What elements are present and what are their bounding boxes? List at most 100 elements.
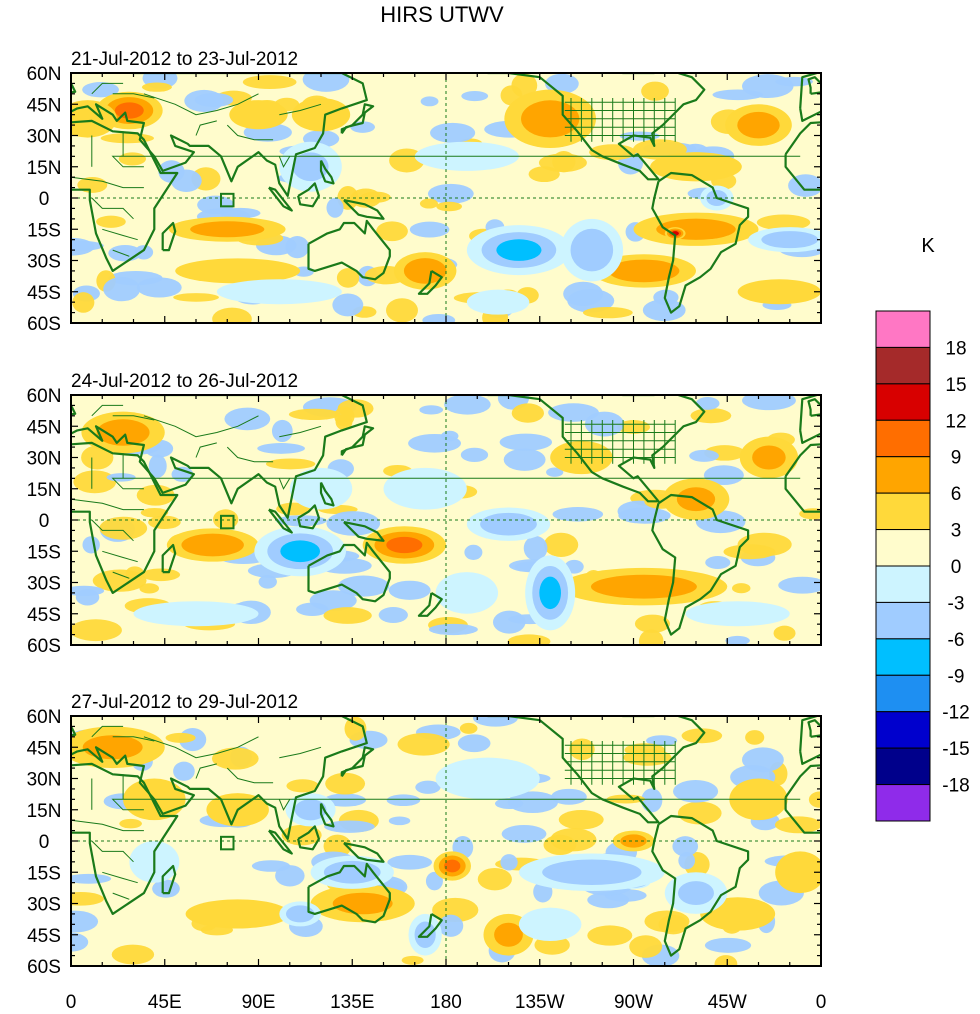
anomaly-blob (560, 218, 624, 282)
colorbar-swatch (875, 492, 931, 531)
colorbar-swatch (875, 711, 931, 749)
anomaly-blob (466, 507, 551, 541)
colorbar-label: -12 (942, 703, 969, 724)
background-patch (460, 447, 489, 462)
border-line (111, 798, 801, 811)
background-patch (173, 293, 219, 302)
y-tick-label: 30N (27, 127, 62, 148)
australia-outline (307, 219, 391, 281)
background-patch (165, 732, 196, 743)
y-tick-label: 15N (27, 801, 62, 822)
country-borders (71, 82, 801, 257)
anomaly-blob (518, 907, 582, 941)
background-patch (704, 937, 752, 953)
colorbar-swatch (875, 310, 931, 348)
greenland-outline (0, 374, 29, 395)
anomaly-contour (608, 259, 680, 283)
background-patch (388, 580, 431, 600)
background-patch (673, 780, 719, 803)
x-axis: 0 45E 90E 135E 180 135W 90W 45W 0 (66, 992, 827, 1013)
south-america-outline (651, 493, 750, 636)
anomaly-contour (539, 576, 562, 610)
anomaly-contour (444, 859, 461, 873)
new-zealand-outline (417, 912, 443, 938)
anomaly-blob (685, 601, 790, 627)
anomaly-contour (496, 239, 542, 261)
map-panel: 27-Jul-2012 to 29-Jul-2012 60N 45N 30N 15N 0 1… (0, 692, 822, 978)
anomaly-contour (181, 533, 244, 557)
sumatra-outline (268, 186, 293, 212)
background-patch (461, 90, 489, 102)
background-patch (587, 925, 633, 946)
japan-outline (340, 746, 375, 778)
colorbar-swatch (875, 419, 931, 458)
y-tick-label: 60S (27, 636, 61, 657)
colorbar-label: 0 (951, 557, 962, 578)
sumatra-outline (268, 508, 293, 534)
greenland-outline (0, 52, 29, 73)
south-america-outline (651, 171, 750, 314)
border-line (91, 82, 124, 95)
anomaly-contour (678, 881, 714, 906)
background-patch (408, 433, 461, 453)
background-patch (543, 834, 577, 856)
y-tick-label: 60S (27, 314, 61, 335)
x-tick-label: 45W (708, 992, 747, 1013)
anomaly-blob (393, 252, 457, 290)
background-patch (714, 955, 738, 966)
philippines-outline (319, 160, 335, 185)
y-tick-label: 45N (27, 738, 62, 759)
y-tick-label: 30S (27, 252, 61, 273)
y-tick-label: 0 (39, 189, 50, 210)
background-patch (546, 467, 564, 477)
border-line (195, 442, 217, 458)
border-line (195, 763, 217, 779)
anomaly-blob (664, 872, 728, 914)
anomaly-blob (133, 601, 259, 627)
background-patch (538, 153, 587, 173)
background-patch (723, 544, 776, 560)
anomaly-blob (362, 526, 447, 564)
new-guinea-outline (343, 199, 385, 220)
background-patch (224, 407, 271, 431)
background-patch (324, 820, 375, 833)
background-patch (436, 201, 463, 212)
background-patch (507, 791, 558, 814)
anomaly-contour (332, 892, 393, 915)
background-patch (219, 207, 261, 219)
anomaly-contour (133, 601, 259, 627)
background-patch (543, 532, 579, 557)
background-patch (242, 75, 297, 90)
anomaly-field (71, 73, 821, 323)
y-tick-label: 30S (27, 895, 61, 916)
background-patch (459, 722, 478, 734)
background-patch (139, 583, 160, 594)
background-patch (678, 852, 696, 870)
background-patch (71, 932, 89, 952)
anomaly-blob (435, 572, 499, 614)
map-panel: 24-Jul-2012 to 26-Jul-2012 60N 45N 30N 15N 0 1… (0, 371, 822, 657)
colorbar-swatch (875, 674, 931, 713)
anomaly-contour (480, 512, 537, 536)
anomaly-contour (435, 572, 499, 614)
background-patch (136, 484, 175, 506)
background-patch (141, 82, 172, 92)
background-patch (523, 535, 548, 561)
britain-outline (807, 398, 821, 417)
x-tick-label: 90E (242, 992, 276, 1013)
background-patch (265, 458, 316, 470)
y-tick-label: 45N (27, 417, 62, 438)
background-patch (141, 568, 181, 582)
background-patch (211, 747, 259, 770)
anomaly-contour (466, 289, 530, 315)
background-patch (629, 935, 663, 958)
anomaly-blob (739, 436, 799, 479)
background-patch (388, 816, 411, 826)
background-patch (569, 738, 595, 761)
border-line (143, 736, 259, 759)
greenland-outline (0, 695, 29, 716)
y-tick-label: 45S (27, 926, 61, 947)
anomaly-blob (279, 901, 321, 927)
border-line (279, 425, 322, 438)
background-patch (438, 914, 464, 937)
